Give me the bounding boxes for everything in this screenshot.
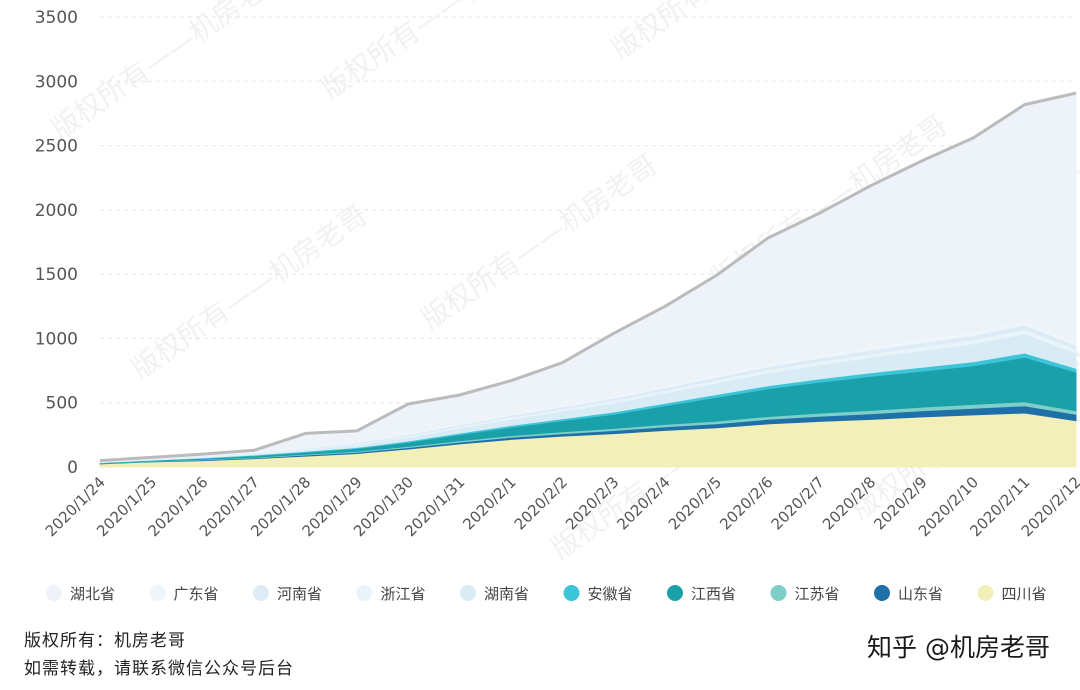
watermark-text: 版权所有——机房老哥 (415, 148, 663, 336)
reprint-notice: 如需转载，请联系微信公众号后台 (24, 659, 294, 679)
y-tick-label: 1500 (35, 265, 78, 285)
legend-label: 河南省 (277, 585, 322, 603)
y-tick-label: 2000 (35, 201, 78, 221)
legend-swatch (149, 585, 166, 601)
legend-label: 江苏省 (795, 585, 840, 603)
y-axis: 0 500 1000 1500 2000 2500 3000 3500 (35, 8, 78, 478)
legend-swatch (46, 585, 62, 601)
legend-swatch (770, 585, 787, 601)
x-tick-label: 2020/2/1 (459, 473, 519, 533)
legend-swatch (977, 585, 994, 601)
legend-label: 广东省 (174, 585, 219, 603)
area-series (99, 92, 1077, 468)
total-line (99, 91, 1077, 463)
legend-label: 湖北省 (70, 585, 115, 603)
legend-swatch (563, 585, 580, 601)
legend-label: 安徽省 (588, 585, 633, 603)
legend-swatch (460, 585, 476, 601)
legend-label: 浙江省 (381, 585, 426, 603)
x-tick-label: 2020/2/6 (716, 473, 776, 533)
legend-swatch (253, 585, 269, 601)
x-tick-label: 2020/2/2 (511, 473, 571, 533)
y-tick-label: 3500 (35, 8, 78, 28)
legend-swatch (667, 585, 683, 601)
watermark-text: 版权所有——机房老哥 (125, 198, 373, 386)
legend-label: 江西省 (691, 585, 736, 603)
watermark-text: 版权所有——机房老哥 (45, 0, 293, 146)
legend: 湖北省 广东省 河南省 浙江省 湖南省 安徽省 江西省 江苏省 山东省 四川省 (46, 585, 1047, 603)
legend-label: 湖南省 (484, 585, 529, 603)
y-tick-label: 0 (67, 458, 78, 478)
y-tick-label: 1000 (35, 329, 78, 349)
x-tick-label: 2020/2/7 (768, 473, 828, 533)
total-line-layer (99, 91, 1077, 463)
y-tick-label: 500 (46, 394, 78, 414)
legend-swatch (874, 585, 890, 601)
legend-label: 山东省 (898, 585, 943, 603)
brand-watermark: 知乎 @机房老哥 (867, 633, 1050, 662)
watermark-text: 版权所有——机房老哥 (605, 0, 853, 66)
y-tick-label: 3000 (35, 72, 78, 92)
copyright-line: 版权所有：机房老哥 (24, 631, 186, 651)
watermark-text: 版权所有——机房老哥 (315, 0, 563, 106)
legend-swatch (356, 585, 373, 601)
legend-label: 四川省 (1002, 585, 1047, 603)
y-tick-label: 2500 (35, 137, 78, 157)
